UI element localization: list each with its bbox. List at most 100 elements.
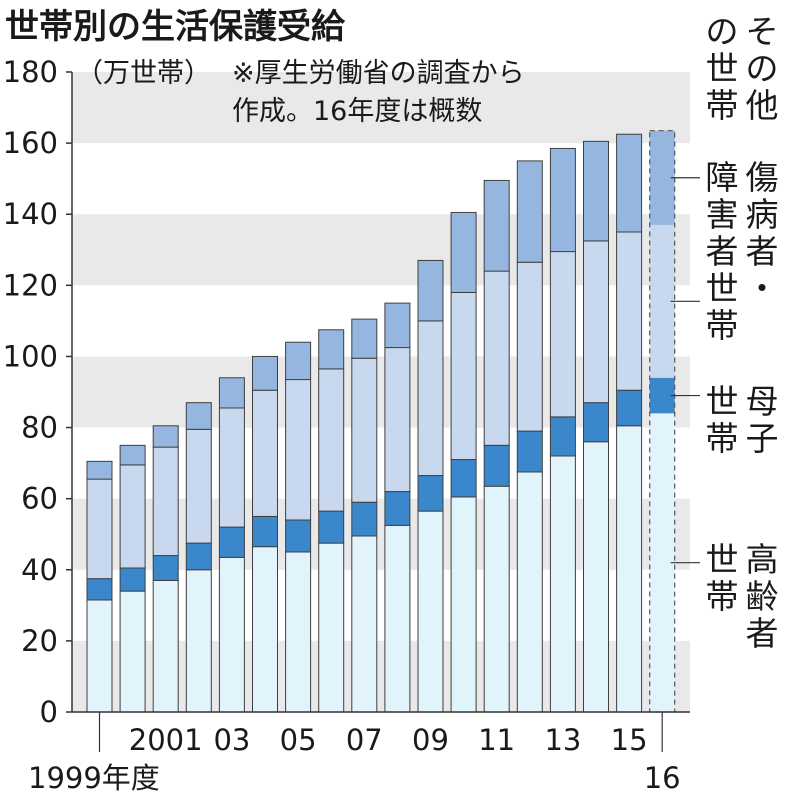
legend-glyph: 帯 [706, 419, 739, 458]
legend-glyph: 傷 [746, 158, 779, 197]
bar-segment [119, 590, 146, 713]
y-tick-label: 140 [3, 197, 58, 231]
bar-segment [152, 579, 179, 713]
bar-segment [318, 510, 345, 544]
bar-segment [516, 261, 543, 432]
bar-segment [417, 510, 444, 713]
y-tick-label: 40 [21, 553, 58, 587]
x-tick-label: 11 [478, 723, 515, 757]
legend-glyph: 者 [746, 614, 779, 653]
bar-segment [86, 460, 113, 480]
bar-segment [384, 491, 411, 526]
chart-title: 世帯別の生活保護受給 [5, 7, 346, 47]
bar-segment [483, 485, 510, 713]
bar-segment [318, 329, 345, 370]
bar-segment [616, 425, 643, 713]
x-axis-ticks: 1999年度 2001 03 05 07 09 11 13 15 16 [28, 712, 681, 795]
bar-segment [119, 464, 146, 569]
bar-segment [450, 459, 477, 498]
bar-segment [351, 357, 378, 503]
legend-glyph: ・ [746, 269, 779, 308]
bar-segment [417, 320, 444, 477]
bar-segment [285, 519, 312, 553]
bar-segment [218, 377, 245, 409]
legend-glyph: 世 [706, 269, 739, 308]
x-tick-label: 13 [544, 723, 581, 757]
bar-segment [516, 471, 543, 713]
bar-segment [218, 526, 245, 558]
legend-glyph: 病 [746, 195, 779, 234]
unit-label: （万世帯） [76, 58, 211, 89]
bar-segment [549, 251, 576, 418]
x-tick-label: 15 [611, 723, 648, 757]
x-tick-label: 2001 [129, 723, 203, 757]
legend-glyph: 世 [706, 382, 739, 421]
bar-segment [649, 224, 675, 378]
bar-segment [483, 179, 510, 272]
legend-glyph: 他 [746, 86, 779, 125]
estimate-outline [649, 130, 676, 713]
bar-segment [152, 425, 179, 448]
bar-segment [516, 430, 543, 473]
bar-segment [86, 599, 113, 713]
bar-segment [583, 402, 609, 443]
legend-glyph: 帯 [706, 86, 739, 125]
bar-segment [549, 455, 576, 713]
bar-segment [318, 368, 345, 512]
x-tick-label: 1999年度 [28, 761, 160, 795]
bar-segment [583, 441, 609, 713]
legend-glyph: 世 [706, 49, 739, 88]
y-tick-label: 20 [21, 624, 58, 658]
legend-glyph: 帯 [706, 577, 739, 616]
y-tick-label: 0 [40, 695, 58, 729]
bar-segment [252, 389, 278, 517]
bar-segment [152, 555, 179, 581]
bar-segment [285, 341, 312, 381]
legend-glyph: 母 [746, 382, 779, 421]
bar-segment [252, 515, 278, 548]
bar-segment [86, 578, 113, 601]
y-tick-label: 120 [3, 268, 58, 302]
y-axis-ticks: 0 20 40 60 80 100 120 140 160 180 [3, 55, 72, 729]
bar-segment [649, 130, 675, 225]
grid-band [72, 72, 690, 144]
bar-segment [450, 211, 477, 293]
legend-glyph: 齢 [746, 577, 779, 616]
bar-segment [119, 567, 146, 592]
bar-segment [218, 556, 245, 713]
bar-segment [616, 133, 643, 233]
legend-glyph: 者 [746, 232, 779, 271]
note-line-2: 作成。16年度は概数 [232, 96, 482, 127]
bar-segment [119, 444, 146, 466]
bar-segment [483, 270, 510, 446]
x-tick-label: 05 [280, 723, 317, 757]
legend-glyph: の [706, 12, 739, 51]
bar-segment [450, 291, 477, 461]
bar-segment [483, 444, 510, 487]
y-tick-label: 100 [3, 339, 58, 373]
y-tick-label: 80 [21, 411, 58, 445]
bar-segment [450, 496, 477, 713]
bar-segment [185, 428, 212, 544]
bar-segment [252, 355, 278, 391]
bar-segment [583, 240, 609, 404]
legend-glyph: の [746, 49, 779, 88]
y-tick-label: 180 [3, 55, 58, 89]
legend-glyph: 高 [746, 540, 779, 579]
legend-glyph: そ [746, 12, 779, 51]
bar-segment [185, 402, 212, 430]
note-line-1: ※厚生労働省の調査から [232, 58, 525, 89]
legend-glyph: 子 [746, 419, 779, 458]
bar-segment [649, 413, 675, 712]
bar-segment [549, 416, 576, 457]
bar-segment [384, 524, 411, 713]
bar-segment [185, 569, 212, 713]
bar-segment [384, 302, 411, 349]
bar-segment [285, 379, 312, 521]
bar-group [86, 130, 676, 713]
